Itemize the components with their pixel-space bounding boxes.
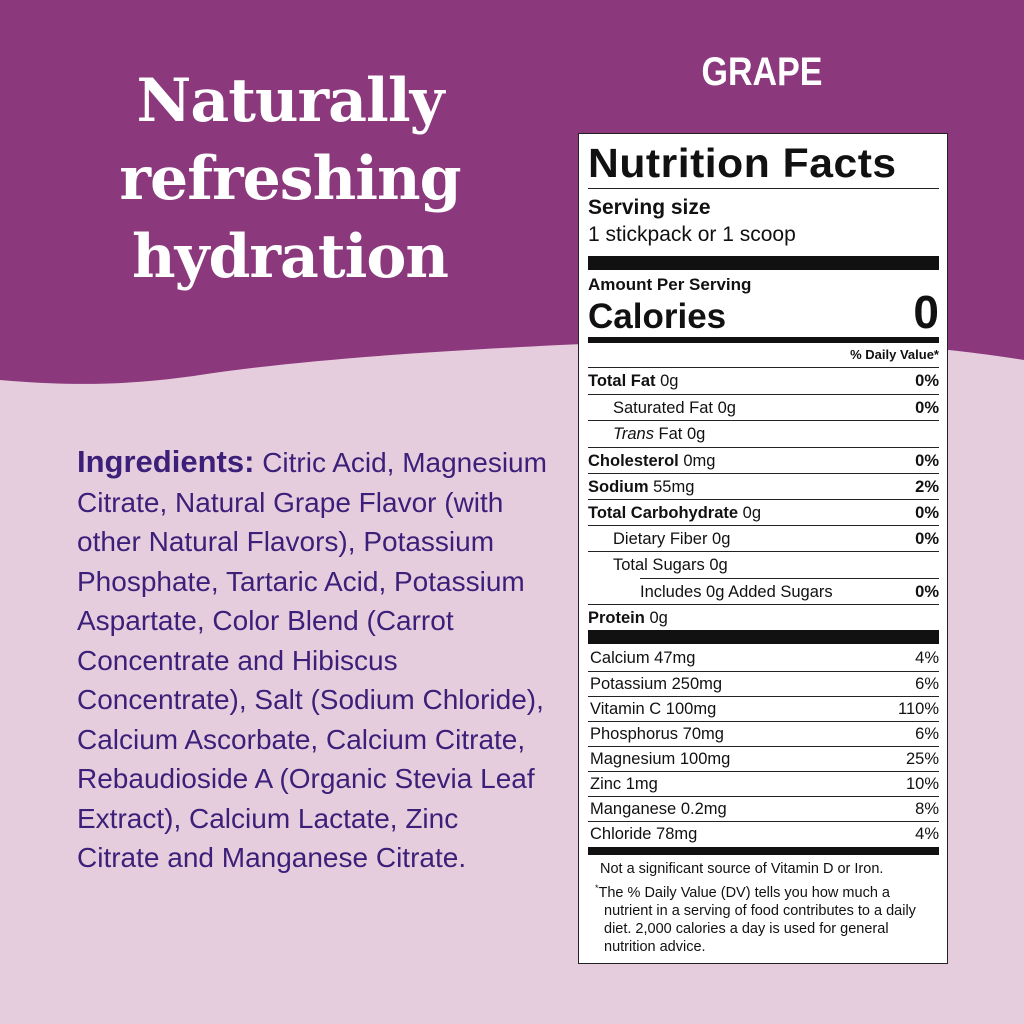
nutrient-row: Cholesterol 0mg 0% <box>588 446 939 473</box>
nutrient-dv: 0% <box>915 451 939 470</box>
micronutrient-row: Magnesium 100mg 25% <box>588 745 939 771</box>
nutrient-name: Protein <box>588 608 645 627</box>
divider-thick <box>588 256 939 270</box>
headline-line: refreshing <box>119 144 461 214</box>
nutrient-amount: 0g <box>686 425 706 444</box>
micronutrient-name: Zinc 1mg <box>590 774 658 793</box>
divider-thick <box>588 629 939 644</box>
micronutrient-row: Phosphorus 70mg 6% <box>588 720 939 746</box>
nutrient-amount: 55mg <box>653 477 695 496</box>
nutrient-amount: 0mg <box>683 451 716 470</box>
micronutrient-name: Potassium 250mg <box>590 674 723 693</box>
micronutrient-name: Phosphorus 70mg <box>590 724 724 743</box>
micronutrient-dv: 4% <box>915 824 939 843</box>
nutrition-facts-label: Nutrition Facts Serving size 1 stickpack… <box>578 133 948 964</box>
nutrient-amount: 0g <box>742 503 761 522</box>
daily-value-header: % Daily Value* <box>588 343 939 368</box>
nutrient-name: Includes 0g Added Sugars <box>640 582 833 601</box>
micronutrient-name: Manganese 0.2mg <box>590 799 727 818</box>
nutrient-name: Trans <box>613 425 654 444</box>
nutrient-name: Total Sugars <box>613 556 705 575</box>
serving-size-label: Serving size <box>588 196 711 219</box>
headline-line: Naturally <box>136 66 445 136</box>
nutrient-dv: 0% <box>915 530 939 549</box>
nutrient-name: Total Carbohydrate <box>588 503 739 522</box>
footnote-dv-text: The % Daily Value (DV) tells you how muc… <box>598 884 916 955</box>
footnote-source: Not a significant source of Vitamin D or… <box>600 860 884 877</box>
nutrient-amount: 0g <box>660 372 679 390</box>
micronutrient-dv: 6% <box>915 674 939 693</box>
nutrient-row: Dietary Fiber 0g 0% <box>588 525 939 551</box>
nutrition-facts-title: Nutrition Facts <box>588 140 897 186</box>
calories-row: Calories 0 <box>588 287 939 337</box>
nutrient-row: Total Fat 0g 0% <box>588 368 939 394</box>
divider-medium <box>588 846 939 855</box>
micronutrient-name: Calcium 47mg <box>590 648 696 667</box>
divider-medium <box>588 337 939 343</box>
nutrient-row: Sodium 55mg 2% <box>588 472 939 499</box>
micronutrient-name: Vitamin C 100mg <box>590 699 717 718</box>
nutrient-dv: 0% <box>915 582 939 601</box>
nutrient-row: Total Sugars 0g <box>588 551 939 577</box>
nutrient-row: Total Carbohydrate 0g 0% <box>588 498 939 525</box>
micronutrient-dv: 10% <box>905 774 939 793</box>
ingredients: Ingredients: Citric Acid, Magnesium Citr… <box>77 442 547 878</box>
serving-size-value: 1 stickpack or 1 scoop <box>588 223 796 246</box>
nutrient-row: Includes 0g Added Sugars 0% <box>640 577 939 604</box>
nutrient-dv: 2% <box>915 477 939 496</box>
ingredients-text: Citric Acid, Magnesium Citrate, Natural … <box>77 447 547 873</box>
nutrient-amount: 0g <box>717 399 736 418</box>
nutrient-amount: 0g <box>709 556 728 575</box>
ingredients-label: Ingredients: <box>77 444 255 479</box>
nutrient-name: Total Fat <box>588 372 656 390</box>
nutrient-rows: Total Fat 0g 0% Saturated Fat 0g 0% Trans … <box>588 368 939 630</box>
micronutrient-name: Magnesium 100mg <box>590 749 731 768</box>
micronutrient-dv: 6% <box>915 724 939 743</box>
nutrient-name-suffix: Fat <box>658 425 683 444</box>
amount-per-serving: Amount Per Serving <box>588 275 752 294</box>
nutrient-name: Cholesterol <box>588 451 679 470</box>
nutrient-amount: 0g <box>712 530 731 549</box>
micronutrient-rows: Calcium 47mg 4% Potassium 250mg 6% Vitamin… <box>588 646 939 846</box>
nutrient-dv: 0% <box>915 372 939 390</box>
micronutrient-dv: 8% <box>915 799 939 818</box>
nutrient-row: Protein 0g <box>588 603 939 630</box>
micronutrient-dv: 4% <box>915 648 939 667</box>
flavor-name: GRAPE <box>701 50 823 94</box>
micronutrient-dv: 25% <box>905 749 939 768</box>
footnote-star: * <box>595 882 599 893</box>
headline-line: hydration <box>131 222 449 292</box>
nutrient-row: Saturated Fat 0g 0% <box>588 394 939 420</box>
nutrient-dv: 0% <box>915 503 939 522</box>
micronutrient-row: Manganese 0.2mg 8% <box>588 795 939 821</box>
nutrient-name: Sodium <box>588 477 649 496</box>
divider <box>588 188 939 189</box>
footnote-daily-value: *The % Daily Value (DV) tells you how mu… <box>588 879 939 956</box>
headline: Naturally refreshing hydration <box>60 62 520 296</box>
nutrient-dv: 0% <box>915 399 939 418</box>
micronutrient-name: Chloride 78mg <box>590 824 698 843</box>
calories-label: Calories <box>588 297 727 336</box>
micronutrient-row: Potassium 250mg 6% <box>588 670 939 696</box>
calories-value: 0 <box>913 286 939 338</box>
nutrient-amount: 0g <box>649 608 668 627</box>
nutrient-name: Dietary Fiber <box>613 530 708 549</box>
micronutrient-row: Chloride 78mg 4% <box>588 820 939 846</box>
micronutrient-row: Zinc 1mg 10% <box>588 770 939 796</box>
nutrient-row: Trans Fat 0g <box>588 420 939 446</box>
nutrient-name: Saturated Fat <box>613 399 713 418</box>
micronutrient-dv: 110% <box>898 699 939 718</box>
micronutrient-row: Calcium 47mg 4% <box>588 646 939 671</box>
micronutrient-row: Vitamin C 100mg 110% <box>588 695 939 721</box>
